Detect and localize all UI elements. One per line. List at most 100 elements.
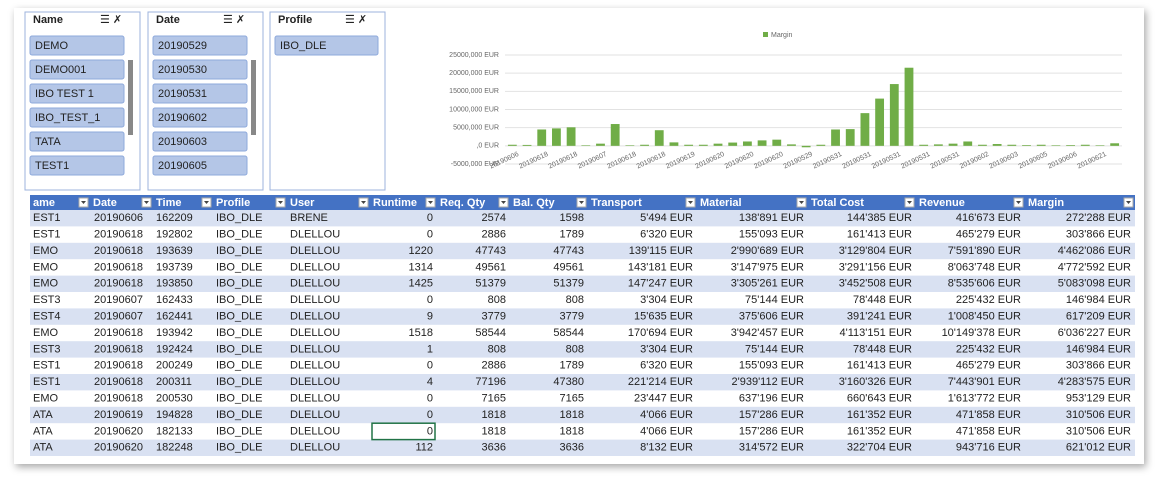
cell: 58544 — [553, 327, 584, 339]
slicer-item[interactable] — [29, 59, 125, 80]
slicer-item-label: IBO_TEST_1 — [35, 112, 100, 124]
cell: 5'083'098 EUR — [1058, 278, 1131, 290]
bar — [640, 144, 649, 146]
cell: 310'506 EUR — [1066, 425, 1131, 437]
bar — [742, 141, 752, 146]
row-band — [30, 242, 1135, 260]
cell: 75'144 EUR — [745, 343, 804, 355]
slicer-title: Profile — [278, 14, 312, 26]
slicer-item[interactable] — [152, 131, 248, 152]
cell: 1'613'772 EUR — [948, 393, 1021, 405]
cell: 4'772'592 EUR — [1058, 261, 1131, 273]
cell: IBO_DLE — [216, 409, 262, 421]
slicer-item[interactable] — [29, 131, 125, 152]
cell: 20190618 — [94, 261, 143, 273]
cell: 15'635 EUR — [634, 311, 693, 323]
cell: 3779 — [482, 311, 506, 323]
y-tick-label: 20000,000 EUR — [449, 70, 499, 77]
cell: 143'181 EUR — [628, 261, 693, 273]
row-band — [30, 406, 1135, 424]
cell: 47743 — [553, 245, 584, 257]
column-header: Bal. Qty — [513, 197, 555, 209]
cell: 465'279 EUR — [956, 229, 1021, 241]
slicer-item-label: 20190602 — [158, 112, 207, 124]
filter-arrow — [1126, 201, 1131, 204]
cell: IBO_DLE — [216, 229, 262, 241]
slicer-item[interactable] — [29, 35, 125, 56]
cell: 20190607 — [94, 311, 143, 323]
y-tick-label: 15000,000 EUR — [449, 88, 499, 95]
bar — [904, 67, 914, 146]
filter-arrow — [1016, 201, 1021, 204]
cell: 310'506 EUR — [1066, 409, 1131, 421]
slicer-item[interactable] — [29, 83, 125, 104]
bar — [552, 128, 561, 146]
cell: 182248 — [156, 442, 193, 454]
bar — [728, 142, 738, 146]
cell: 471'858 EUR — [956, 409, 1021, 421]
filter-arrow — [907, 201, 912, 204]
cell: DLELLOU — [290, 294, 340, 306]
cell: DLELLOU — [290, 261, 340, 273]
cell: 471'858 EUR — [956, 425, 1021, 437]
column-header: Margin — [1028, 197, 1064, 209]
cell: 20190618 — [94, 343, 143, 355]
slicer-item[interactable] — [152, 83, 248, 104]
cell: IBO_DLE — [216, 376, 262, 388]
bar — [933, 144, 943, 146]
filter-arrow — [204, 201, 209, 204]
bar — [772, 139, 782, 146]
slicer-item[interactable] — [152, 155, 248, 176]
slicer-item[interactable] — [152, 35, 248, 56]
cell: 147'247 EUR — [628, 278, 693, 290]
slicer-title: Name — [33, 14, 63, 26]
cell: 4 — [427, 376, 433, 388]
row-band — [30, 308, 1135, 325]
bar — [919, 144, 929, 146]
slicer-item-label: 20190531 — [158, 88, 207, 100]
cell: 375'606 EUR — [739, 311, 804, 323]
cell: 0 — [427, 212, 433, 224]
cell: 637'196 EUR — [739, 393, 804, 405]
cell: 3'147'975 EUR — [731, 261, 804, 273]
filter-arrow — [428, 201, 433, 204]
cell: DLELLOU — [290, 229, 340, 241]
cell: IBO_DLE — [216, 327, 262, 339]
cell: 77196 — [475, 376, 506, 388]
cell: 155'093 EUR — [739, 229, 804, 241]
legend-label: Margin — [771, 32, 793, 39]
cell: 2886 — [482, 229, 506, 241]
cell: 3'304 EUR — [640, 294, 693, 306]
bar — [625, 145, 635, 146]
cell: 20190606 — [94, 212, 143, 224]
cell: 161'413 EUR — [847, 360, 912, 372]
bar — [713, 143, 723, 146]
bar — [1110, 143, 1120, 146]
slicer-item[interactable] — [29, 107, 125, 128]
cell: 193639 — [156, 245, 193, 257]
cell: EMO — [33, 393, 59, 405]
cell: 3'452'508 EUR — [839, 278, 912, 290]
cell: 808 — [566, 294, 584, 306]
bar — [654, 130, 664, 146]
slicer-item-label: TATA — [35, 136, 61, 148]
cell: 192424 — [156, 343, 193, 355]
cell: 1220 — [409, 245, 433, 257]
slicer-item[interactable] — [29, 155, 125, 176]
cell: DLELLOU — [290, 327, 340, 339]
cell: IBO_DLE — [216, 360, 262, 372]
slicer-item[interactable] — [274, 35, 379, 56]
cell: IBO_DLE — [216, 343, 262, 355]
bar — [889, 84, 899, 146]
cell: EMO — [33, 245, 59, 257]
cell: 192802 — [156, 229, 193, 241]
cell: 155'093 EUR — [739, 360, 804, 372]
y-tick-label: ,0 EUR — [476, 143, 499, 150]
slicer-item[interactable] — [152, 59, 248, 80]
cell: 272'288 EUR — [1066, 212, 1131, 224]
cell: 4'066 EUR — [640, 409, 693, 421]
cell: DLELLOU — [290, 409, 340, 421]
cell: 162433 — [156, 294, 193, 306]
cell: 78'448 EUR — [853, 294, 912, 306]
slicer-item[interactable] — [152, 107, 248, 128]
